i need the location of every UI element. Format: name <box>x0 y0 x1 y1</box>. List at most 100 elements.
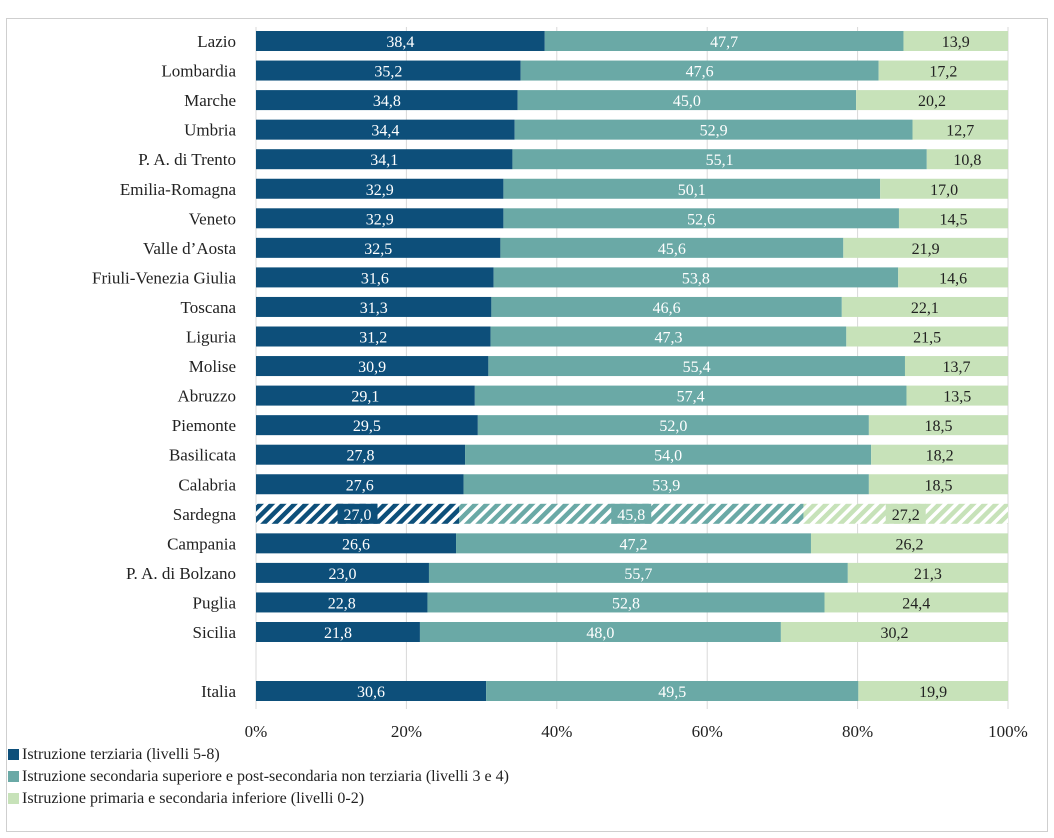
value-label-marche-secondary: 45,0 <box>673 93 701 110</box>
bar-marche-primary <box>856 90 1008 111</box>
bar-liguria-primary <box>846 326 1008 347</box>
value-label-basilicata-tertiary: 27,8 <box>347 448 375 465</box>
value-label-italia-tertiary: 30,6 <box>357 684 385 701</box>
category-label-sardegna: Sardegna <box>173 505 237 524</box>
value-box-sardegna-tertiary <box>337 503 378 524</box>
bar-puglia-primary <box>824 592 1008 613</box>
value-label-lombardia-secondary: 47,6 <box>686 64 714 81</box>
bar-friuli-venezia-giulia-secondary <box>493 267 899 288</box>
value-label-toscana-tertiary: 31,3 <box>360 300 388 317</box>
bar-valle-d-aosta-tertiary <box>256 237 501 258</box>
x-tick-label-0: 0% <box>245 722 268 741</box>
value-label-liguria-primary: 21,5 <box>913 330 941 347</box>
value-label-veneto-secondary: 52,6 <box>687 211 715 228</box>
value-label-calabria-secondary: 53,9 <box>652 477 680 494</box>
value-label-valle-d-aosta-primary: 21,9 <box>912 241 940 258</box>
bar-lazio-primary <box>903 31 1008 51</box>
x-axis-ticks: 0% 20% 40% 60% 80% 100% <box>245 722 1028 741</box>
value-label-piemonte-tertiary: 29,5 <box>353 418 381 435</box>
category-label-abruzzo: Abruzzo <box>177 387 236 406</box>
value-label-emilia-romagna-secondary: 50,1 <box>678 182 706 199</box>
value-label-marche-primary: 20,2 <box>918 93 946 110</box>
value-label-puglia-tertiary: 22,8 <box>328 595 356 612</box>
bar-friuli-venezia-giulia-primary <box>898 267 1008 288</box>
category-label-valle-d-aosta: Valle d’Aosta <box>143 239 236 258</box>
bar-sicilia-tertiary <box>256 622 420 642</box>
category-label-italia: Italia <box>201 682 236 701</box>
legend-label-primary: Istruzione primaria e secondaria inferio… <box>22 790 364 807</box>
value-label-basilicata-secondary: 54,0 <box>654 448 682 465</box>
value-label-sardegna-tertiary: 27,0 <box>344 507 372 524</box>
chart-frame: 38,4 47,7 13,9 35,2 47,6 17,2 34,8 45,0 20,2 34,4… <box>6 18 1048 832</box>
bar-calabria-secondary <box>463 474 869 495</box>
bar-italia-secondary <box>486 681 859 701</box>
value-label-p-a-di-trento-tertiary: 34,1 <box>370 152 398 169</box>
value-label-molise-tertiary: 30,9 <box>358 359 386 376</box>
value-label-emilia-romagna-primary: 17,0 <box>930 182 958 199</box>
category-label-sicilia: Sicilia <box>193 623 237 642</box>
value-label-friuli-venezia-giulia-primary: 14,6 <box>939 270 967 287</box>
bar-veneto-secondary <box>503 208 899 229</box>
bar-toscana-primary <box>841 296 1008 317</box>
value-label-lazio-tertiary: 38,4 <box>386 34 414 51</box>
value-label-lombardia-tertiary: 35,2 <box>374 64 402 81</box>
x-tick-label-2: 40% <box>541 722 572 741</box>
value-label-emilia-romagna-tertiary: 32,9 <box>366 182 394 199</box>
value-label-piemonte-secondary: 52,0 <box>659 418 687 435</box>
bar-abruzzo-secondary <box>474 385 907 406</box>
bar-italia-tertiary <box>256 681 487 701</box>
value-label-p-a-di-trento-primary: 10,8 <box>953 152 981 169</box>
value-label-campania-primary: 26,2 <box>895 536 923 553</box>
value-label-toscana-primary: 22,1 <box>911 300 939 317</box>
bar-molise-primary <box>904 356 1008 377</box>
category-label-p-a-di-bolzano: P. A. di Bolzano <box>126 564 236 583</box>
bar-friuli-venezia-giulia-tertiary <box>256 267 494 288</box>
value-label-molise-secondary: 55,4 <box>683 359 711 376</box>
bar-campania-primary <box>810 533 1008 554</box>
bar-lazio-tertiary <box>256 31 545 51</box>
bar-calabria-primary <box>868 474 1008 495</box>
value-label-veneto-tertiary: 32,9 <box>366 211 394 228</box>
bar-veneto-tertiary <box>256 208 504 229</box>
category-label-toscana: Toscana <box>181 298 237 317</box>
value-label-basilicata-primary: 18,2 <box>926 448 954 465</box>
value-label-friuli-venezia-giulia-tertiary: 31,6 <box>361 270 389 287</box>
category-label-molise: Molise <box>189 357 236 376</box>
value-label-p-a-di-trento-secondary: 55,1 <box>706 152 734 169</box>
value-label-campania-secondary: 47,2 <box>620 536 648 553</box>
value-label-valle-d-aosta-tertiary: 32,5 <box>364 241 392 258</box>
bar-valle-d-aosta-primary <box>843 237 1008 258</box>
value-label-lazio-primary: 13,9 <box>942 34 970 51</box>
value-label-lombardia-primary: 17,2 <box>929 64 957 81</box>
x-tick-label-5: 100% <box>988 722 1028 741</box>
value-label-sicilia-tertiary: 21,8 <box>324 625 352 642</box>
value-label-toscana-secondary: 46,6 <box>653 300 681 317</box>
value-label-friuli-venezia-giulia-secondary: 53,8 <box>682 270 710 287</box>
legend-swatch-secondary <box>8 771 19 782</box>
bar-molise-secondary <box>488 356 905 377</box>
value-label-umbria-tertiary: 34,4 <box>371 123 399 140</box>
bar-p-a-di-trento-primary <box>926 149 1008 170</box>
value-label-italia-secondary: 49,5 <box>658 684 686 701</box>
value-label-puglia-secondary: 52,8 <box>612 595 640 612</box>
value-label-liguria-secondary: 47,3 <box>654 330 682 347</box>
bar-campania-tertiary <box>256 533 457 554</box>
bar-puglia-tertiary <box>256 592 428 613</box>
bar-toscana-tertiary <box>256 296 492 317</box>
legend-label-secondary: Istruzione secondaria superiore e post-s… <box>22 768 509 785</box>
bar-abruzzo-primary <box>906 385 1008 406</box>
bar-umbria-secondary <box>514 119 913 140</box>
value-label-molise-primary: 13,7 <box>942 359 970 376</box>
value-box-sardegna-primary <box>885 503 926 524</box>
value-label-umbria-secondary: 52,9 <box>700 123 728 140</box>
bar-liguria-secondary <box>490 326 847 347</box>
stacked-bar-chart: 38,4 47,7 13,9 35,2 47,6 17,2 34,8 45,0 20,2 34,4… <box>8 27 1028 807</box>
value-label-abruzzo-primary: 13,5 <box>943 389 971 406</box>
bar-liguria-tertiary <box>256 326 491 347</box>
bar-sicilia-secondary <box>419 622 781 642</box>
bar-marche-tertiary <box>256 90 518 111</box>
bar-p-a-di-trento-secondary <box>512 149 927 170</box>
category-label-friuli-venezia-giulia: Friuli-Venezia Giulia <box>92 268 236 287</box>
value-label-p-a-di-bolzano-primary: 21,3 <box>914 566 942 583</box>
category-label-liguria: Liguria <box>186 328 236 347</box>
